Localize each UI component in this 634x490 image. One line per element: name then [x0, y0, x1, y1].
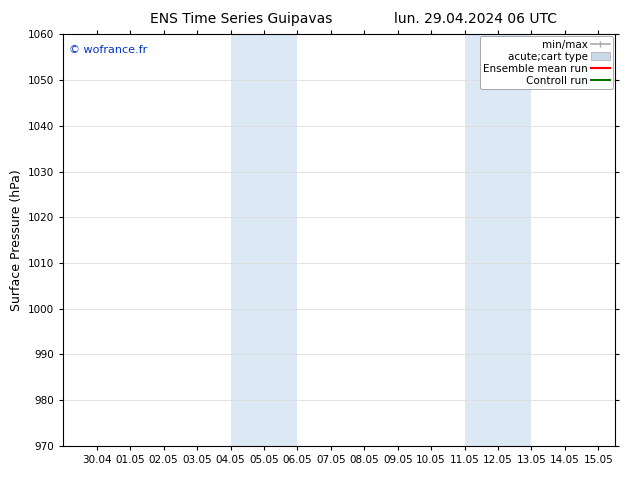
- Legend: min/max, acute;cart type, Ensemble mean run, Controll run: min/max, acute;cart type, Ensemble mean …: [480, 36, 613, 89]
- Bar: [231, 34, 297, 446]
- Text: lun. 29.04.2024 06 UTC: lun. 29.04.2024 06 UTC: [394, 12, 557, 26]
- Y-axis label: Surface Pressure (hPa): Surface Pressure (hPa): [10, 169, 23, 311]
- Text: ENS Time Series Guipavas: ENS Time Series Guipavas: [150, 12, 332, 26]
- Bar: [465, 34, 531, 446]
- Text: © wofrance.fr: © wofrance.fr: [69, 45, 147, 54]
